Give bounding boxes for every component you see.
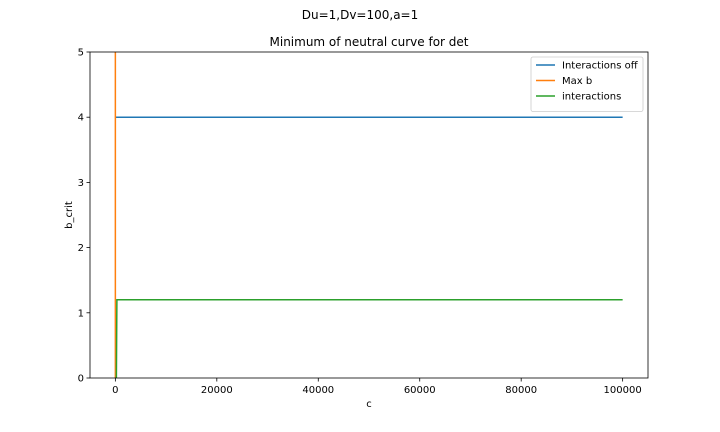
legend-label-1: Interactions off — [562, 61, 639, 72]
x-axis-label: c — [366, 399, 372, 410]
y-tick-label: 5 — [78, 48, 84, 59]
plot-frame — [89, 51, 649, 379]
x-tick-label: 100000 — [604, 385, 642, 396]
y-axis-label: b_crit — [64, 201, 75, 229]
y-tick-label: 1 — [78, 308, 84, 319]
x-tick-label: 80000 — [505, 385, 537, 396]
y-tick-label: 4 — [78, 113, 84, 124]
y-tick-label: 2 — [78, 243, 84, 254]
figure-suptitle: Du=1,Dv=100,a=1 — [301, 8, 419, 22]
chart-title: Minimum of neutral curve for det — [270, 35, 469, 49]
x-tick-label: 40000 — [302, 385, 334, 396]
x-tick-label: 0 — [112, 385, 118, 396]
legend-label-2: Max b — [562, 76, 592, 87]
legend-box — [530, 56, 644, 112]
series-line-3 — [115, 299, 623, 378]
y-tick-label: 3 — [78, 178, 84, 189]
y-tick-label: 0 — [78, 374, 84, 385]
legend-label-3: interactions — [562, 92, 621, 103]
x-tick-label: 20000 — [201, 385, 233, 396]
x-tick-label: 60000 — [404, 385, 436, 396]
